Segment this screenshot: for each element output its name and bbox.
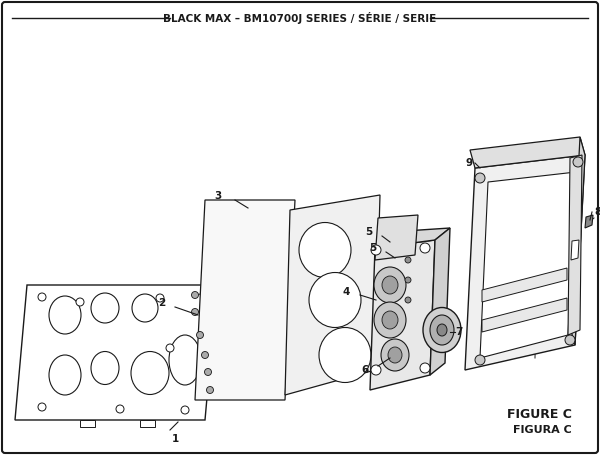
Ellipse shape <box>382 311 398 329</box>
Ellipse shape <box>49 296 81 334</box>
Ellipse shape <box>381 339 409 371</box>
Circle shape <box>116 405 124 413</box>
Circle shape <box>181 406 189 414</box>
Ellipse shape <box>169 335 201 385</box>
Text: 1: 1 <box>172 434 179 444</box>
Circle shape <box>405 277 411 283</box>
Circle shape <box>353 279 358 284</box>
Polygon shape <box>370 240 435 390</box>
Ellipse shape <box>423 308 461 353</box>
Polygon shape <box>465 155 585 370</box>
Polygon shape <box>571 240 579 260</box>
Polygon shape <box>568 155 582 335</box>
Ellipse shape <box>309 273 361 328</box>
Ellipse shape <box>388 347 402 363</box>
Text: 6: 6 <box>362 365 369 375</box>
Polygon shape <box>375 215 418 260</box>
Circle shape <box>197 332 203 339</box>
Text: 4: 4 <box>343 287 350 297</box>
Circle shape <box>206 386 214 394</box>
Ellipse shape <box>437 324 447 336</box>
Ellipse shape <box>49 355 81 395</box>
Polygon shape <box>585 215 593 228</box>
Ellipse shape <box>374 267 406 303</box>
Circle shape <box>362 323 367 328</box>
Circle shape <box>405 297 411 303</box>
Polygon shape <box>430 228 450 375</box>
Text: FIGURE C: FIGURE C <box>507 409 572 421</box>
Circle shape <box>365 339 371 344</box>
Circle shape <box>371 245 381 255</box>
Circle shape <box>358 303 362 308</box>
Circle shape <box>565 335 575 345</box>
Text: 2: 2 <box>158 298 165 308</box>
Ellipse shape <box>91 293 119 323</box>
Circle shape <box>202 352 209 359</box>
Text: BLACK MAX – BM10700J SERIES / SÉRIE / SERIE: BLACK MAX – BM10700J SERIES / SÉRIE / SE… <box>163 12 437 24</box>
Polygon shape <box>470 137 585 168</box>
Circle shape <box>420 243 430 253</box>
Ellipse shape <box>131 352 169 394</box>
Circle shape <box>420 363 430 373</box>
Polygon shape <box>285 195 380 395</box>
Polygon shape <box>80 420 95 427</box>
Circle shape <box>38 293 46 301</box>
Circle shape <box>367 358 373 363</box>
Circle shape <box>156 294 164 302</box>
Ellipse shape <box>319 328 371 383</box>
Polygon shape <box>375 228 450 248</box>
Text: 3: 3 <box>215 191 222 201</box>
Circle shape <box>405 257 411 263</box>
Polygon shape <box>482 298 567 332</box>
Circle shape <box>475 173 485 183</box>
Ellipse shape <box>132 294 158 322</box>
Text: 5: 5 <box>365 227 372 237</box>
Polygon shape <box>570 137 585 345</box>
Circle shape <box>191 308 199 315</box>
Circle shape <box>191 292 199 298</box>
Polygon shape <box>15 285 217 420</box>
Ellipse shape <box>430 315 454 345</box>
Circle shape <box>371 365 381 375</box>
Ellipse shape <box>382 276 398 294</box>
Polygon shape <box>195 200 295 400</box>
Circle shape <box>573 157 583 167</box>
Polygon shape <box>140 420 155 427</box>
Circle shape <box>38 403 46 411</box>
Text: 7: 7 <box>455 327 463 337</box>
Text: 9: 9 <box>466 158 473 168</box>
Circle shape <box>475 355 485 365</box>
Text: 5: 5 <box>369 243 376 253</box>
Text: FIGURA C: FIGURA C <box>513 425 572 435</box>
Ellipse shape <box>299 222 351 278</box>
Circle shape <box>166 344 174 352</box>
Circle shape <box>353 263 358 268</box>
Ellipse shape <box>91 352 119 384</box>
Circle shape <box>76 298 84 306</box>
Polygon shape <box>480 172 576 358</box>
Ellipse shape <box>374 302 406 338</box>
Polygon shape <box>482 268 567 302</box>
Text: 8: 8 <box>594 207 600 217</box>
Circle shape <box>205 369 212 375</box>
